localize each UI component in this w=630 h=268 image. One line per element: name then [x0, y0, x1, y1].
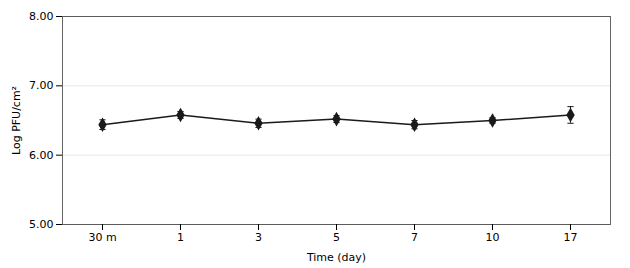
svg-text:7.00: 7.00	[29, 79, 54, 92]
svg-text:Log PFU/cm²: Log PFU/cm²	[10, 86, 23, 155]
svg-text:10: 10	[486, 231, 500, 244]
svg-text:17: 17	[564, 231, 578, 244]
svg-text:6.00: 6.00	[29, 149, 54, 162]
svg-text:30 m: 30 m	[88, 231, 116, 244]
svg-text:Time (day): Time (day)	[306, 251, 366, 264]
svg-text:8.00: 8.00	[29, 10, 54, 23]
svg-text:3: 3	[255, 231, 262, 244]
svg-text:7: 7	[411, 231, 418, 244]
svg-text:1: 1	[177, 231, 184, 244]
svg-text:5: 5	[333, 231, 340, 244]
svg-text:5.00: 5.00	[29, 218, 54, 231]
